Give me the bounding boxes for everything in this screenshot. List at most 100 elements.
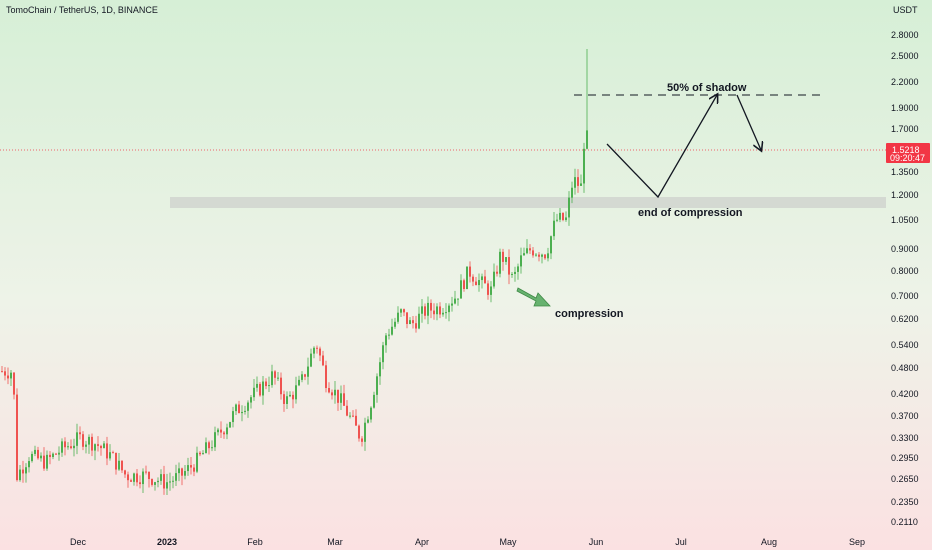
countdown-value: 09:20:47 — [890, 153, 925, 163]
candle-body — [331, 392, 333, 396]
price-tick-label: 0.8000 — [891, 266, 919, 276]
candle-body — [454, 298, 456, 304]
candle-body — [160, 474, 162, 481]
candle-body — [97, 444, 99, 446]
candle-body — [247, 402, 249, 411]
candle-body — [28, 461, 30, 468]
candle-body — [337, 389, 339, 403]
candle-body — [292, 394, 294, 400]
candle-body — [499, 251, 501, 274]
compression-arrow[interactable] — [516, 287, 551, 307]
candle-body — [25, 467, 27, 474]
candle-body — [79, 432, 81, 435]
current-price-tag[interactable]: 1.5218 09:20:47 — [886, 143, 930, 163]
currency-label: USDT — [893, 5, 918, 15]
annotation-end-of-compression[interactable]: end of compression — [638, 207, 743, 219]
candle-body — [367, 419, 369, 423]
candle-body — [268, 385, 270, 387]
price-tick-label: 1.9000 — [891, 103, 919, 113]
candle-body — [211, 447, 213, 449]
support-zone[interactable] — [170, 197, 886, 208]
candle-body — [553, 220, 555, 237]
candle-body — [538, 254, 540, 257]
candle-body — [424, 306, 426, 316]
candle-body — [61, 441, 63, 453]
candle-body — [370, 407, 372, 420]
candle-body — [208, 442, 210, 449]
candle-body — [334, 389, 336, 396]
candle-body — [235, 404, 237, 412]
candle-body — [415, 323, 417, 329]
price-tick-label: 0.2350 — [891, 497, 919, 507]
price-tick-label: 2.8000 — [891, 30, 919, 40]
candle-body — [325, 365, 327, 389]
candle-body — [529, 248, 531, 251]
candle-body — [304, 374, 306, 377]
candle-body — [409, 320, 411, 324]
candle-body — [49, 454, 51, 458]
candle-body — [256, 383, 258, 388]
time-tick-label: Dec — [70, 537, 87, 547]
candle-body — [496, 271, 498, 274]
candle-body — [175, 473, 177, 481]
candle-body — [430, 302, 432, 311]
candle-body — [265, 381, 267, 387]
candle-body — [445, 312, 447, 314]
candle-body — [391, 326, 393, 335]
candle-body — [277, 377, 279, 379]
candle-body — [559, 212, 561, 220]
candle-body — [364, 422, 366, 442]
candle-body — [448, 305, 450, 313]
candle-body — [202, 453, 204, 455]
time-tick-label: Jun — [589, 537, 604, 547]
candle-body — [274, 371, 276, 378]
candle-body — [100, 445, 102, 449]
candle-body — [520, 255, 522, 267]
candle-body — [295, 385, 297, 400]
candle-body — [460, 280, 462, 299]
candle-body — [352, 415, 354, 417]
candle-body — [193, 467, 195, 472]
price-tick-label: 0.3300 — [891, 433, 919, 443]
projection-path[interactable] — [606, 95, 717, 199]
candle-body — [67, 446, 69, 448]
candle-body — [280, 377, 282, 395]
candle-body — [250, 397, 252, 403]
projection-down-arrow[interactable] — [736, 94, 761, 150]
price-axis[interactable]: 2.8000 2.5000 2.2000 1.9000 1.7000 1.3500 1.20… — [891, 30, 919, 527]
price-tick-label: 0.9000 — [891, 244, 919, 254]
candle-body — [91, 436, 93, 451]
candle-body — [310, 353, 312, 367]
candle-body — [535, 254, 537, 256]
candle-body — [37, 449, 39, 459]
candle-body — [502, 251, 504, 262]
candle-body — [289, 394, 291, 397]
candle-body — [181, 468, 183, 476]
candle-body — [253, 387, 255, 398]
candle-body — [10, 372, 12, 379]
candle-body — [298, 379, 300, 386]
candle-body — [205, 442, 207, 454]
time-axis[interactable]: Dec 2023 Feb Mar Apr May Jun Jul Aug Sep — [70, 537, 865, 547]
candle-body — [1, 371, 3, 373]
annotation-compression[interactable]: compression — [555, 308, 624, 320]
time-tick-label: Apr — [415, 537, 429, 547]
candle-body — [376, 376, 378, 395]
candle-body — [382, 345, 384, 363]
candle-body — [349, 415, 351, 417]
candle-body — [574, 177, 576, 188]
candle-body — [223, 432, 225, 435]
candle-body — [22, 469, 24, 474]
candle-body — [568, 197, 570, 218]
annotation-fifty-percent[interactable]: 50% of shadow — [667, 82, 747, 94]
candle-body — [346, 405, 348, 416]
candle-body — [523, 253, 525, 256]
candle-body — [244, 410, 246, 412]
candle-body — [556, 219, 558, 221]
candle-body — [487, 283, 489, 295]
candle-body — [184, 471, 186, 476]
candle-body — [31, 453, 33, 462]
symbol-title[interactable]: TomoChain / TetherUS, 1D, BINANCE — [6, 5, 158, 15]
candle-body — [163, 474, 165, 489]
